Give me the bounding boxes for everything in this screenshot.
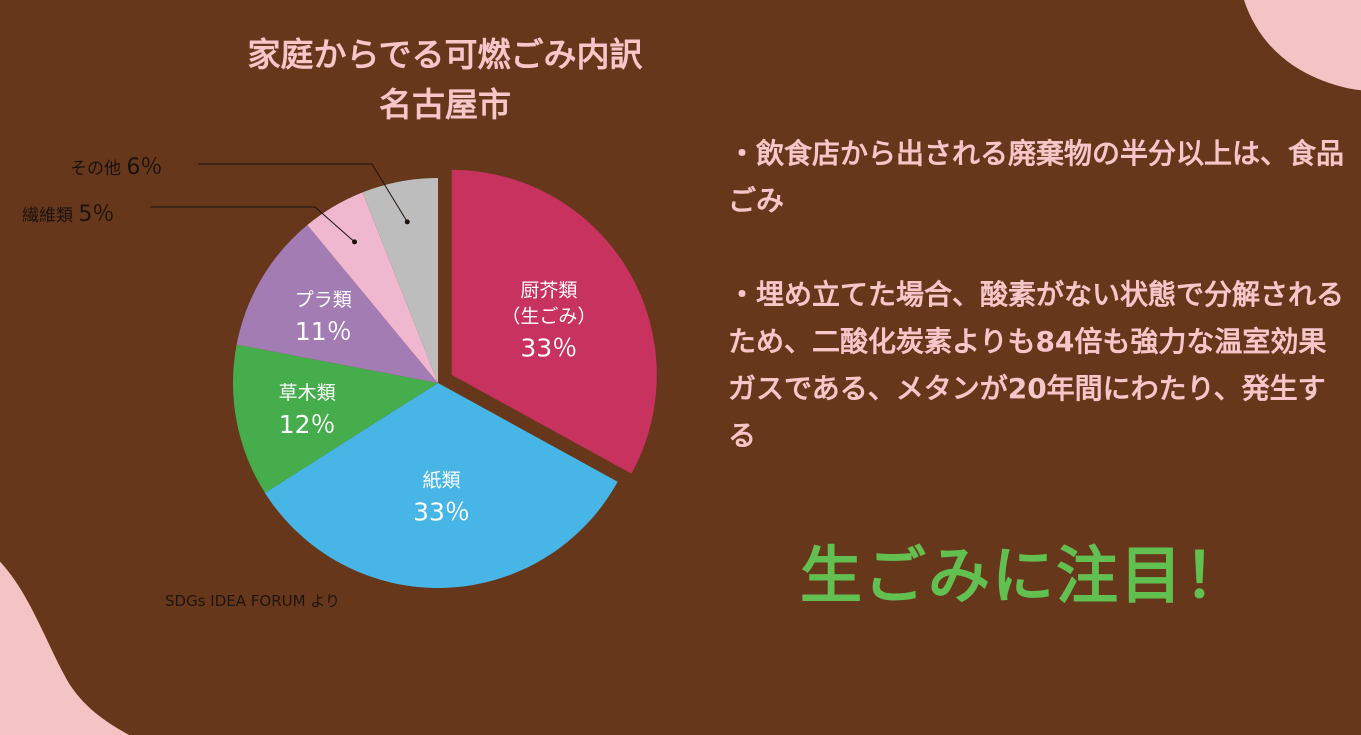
leader-dot — [352, 239, 358, 245]
pie-slice — [307, 192, 438, 383]
decorative-blob-bottom-left — [0, 561, 130, 735]
highlight-message: 生ごみに注目！ — [800, 539, 1249, 612]
chart-title-line-1: 家庭からでる可燃ごみ内訳 — [247, 35, 643, 74]
slice-value-label: 12％ — [279, 410, 336, 439]
slice-name-label: 草木類 — [279, 382, 336, 404]
chart-title: 家庭からでる可燃ごみ内訳 名古屋市 — [200, 30, 690, 130]
bullet-list: ・飲食店から出される廃棄物の半分以上は、食品ごみ ・埋め立てた場合、酸素がない状… — [728, 130, 1353, 506]
pie-slice — [264, 383, 618, 588]
slice-name-label: （生ごみ） — [501, 305, 596, 327]
slice-name-label: プラ類 — [295, 289, 352, 311]
decorative-blob-top-right — [1244, 0, 1361, 91]
leader-line — [150, 206, 355, 243]
slice-outside-label: 繊維類 5％ — [22, 202, 114, 227]
pie-slice — [451, 169, 657, 474]
leader-dot — [404, 219, 410, 225]
pie-slice — [362, 178, 438, 383]
pie-slice — [236, 225, 438, 383]
bullet-item: ・飲食店から出される廃棄物の半分以上は、食品ごみ — [728, 137, 1345, 217]
slice-value-label: 33％ — [413, 498, 470, 527]
chart-title-line-2: 名古屋市 — [379, 85, 511, 124]
source-note: SDGs IDEA FORUM より — [165, 592, 341, 610]
slice-name-label: 厨芥類 — [520, 279, 577, 301]
pie-chart: 厨芥類 （生ごみ） 33％ 紙類 33％ 草木類 12％ プラ類 11％ 繊維類 5％ その他 6％ — [22, 155, 657, 588]
bullet-item: ・埋め立てた場合、酸素がない状態で分解されるため、二酸化炭素よりも84倍も強力な… — [728, 278, 1345, 452]
leader-line — [198, 163, 408, 223]
slice-outside-label: その他 6％ — [70, 155, 162, 180]
slice-name-label: 紙類 — [423, 470, 461, 492]
pie-slice — [232, 344, 438, 493]
slice-value-label: 33％ — [520, 333, 577, 362]
slice-value-label: 11％ — [295, 317, 352, 346]
